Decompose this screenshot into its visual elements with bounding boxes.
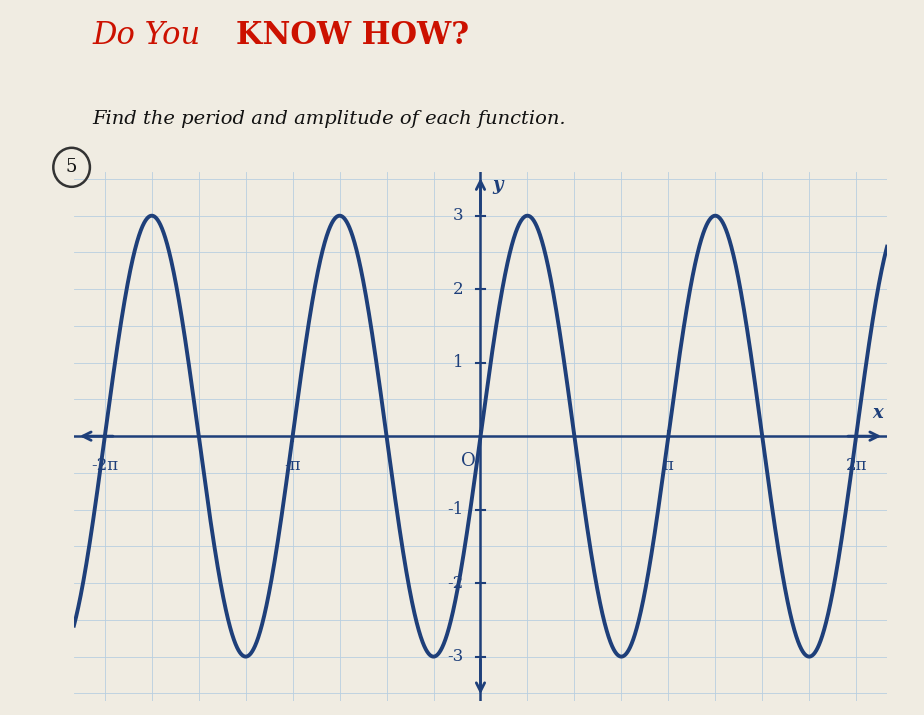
- Text: 3: 3: [453, 207, 464, 225]
- Text: 2: 2: [453, 281, 464, 297]
- Text: x: x: [872, 404, 883, 422]
- Text: 5: 5: [66, 158, 78, 177]
- Text: -π: -π: [285, 457, 301, 474]
- Text: -2: -2: [447, 575, 464, 591]
- Text: π: π: [663, 457, 674, 474]
- Text: Do You: Do You: [92, 20, 211, 51]
- Text: y: y: [492, 176, 503, 194]
- Text: KNOW HOW?: KNOW HOW?: [236, 20, 468, 51]
- Text: -3: -3: [447, 648, 464, 665]
- Text: O: O: [461, 453, 476, 470]
- Text: 1: 1: [453, 354, 464, 371]
- Text: -2π: -2π: [91, 457, 118, 474]
- Text: Find the period and amplitude of each function.: Find the period and amplitude of each fu…: [92, 110, 566, 128]
- Text: 2π: 2π: [845, 457, 867, 474]
- Text: -1: -1: [447, 501, 464, 518]
